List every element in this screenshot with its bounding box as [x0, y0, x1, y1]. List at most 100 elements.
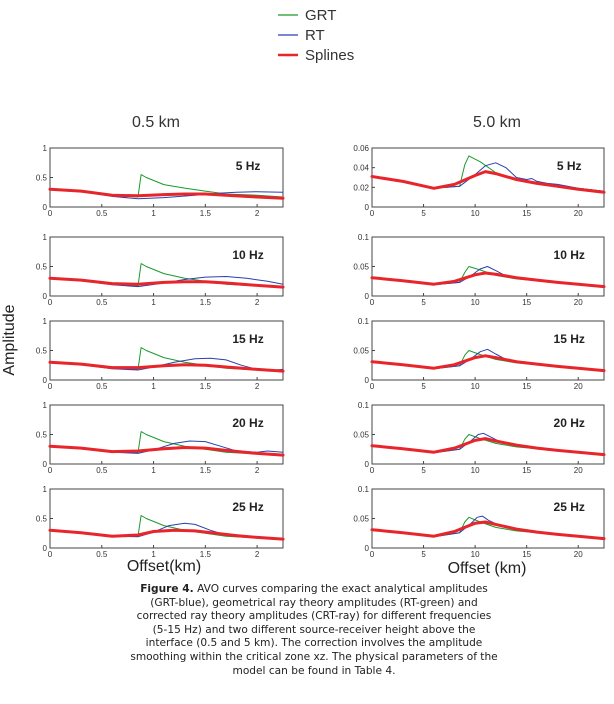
y-tick-label: 0: [43, 376, 48, 385]
panel-frame: [371, 147, 605, 208]
panel-title: 10 Hz: [554, 248, 585, 262]
x-tick-label: 15: [522, 298, 531, 307]
x-tick-label: 0.5: [96, 382, 108, 391]
panel-frame: [371, 488, 605, 549]
y-tick-label: 0.05: [353, 431, 369, 440]
x-tick-label: 20: [574, 382, 583, 391]
x-tick-label: 1.5: [200, 550, 212, 559]
x-tick-label: 1.5: [200, 209, 212, 218]
y-tick-label: 0.04: [353, 164, 369, 173]
legend-label-grt: GRT: [305, 7, 336, 24]
x-tick-label: 1.5: [200, 382, 212, 391]
y-tick-label: 0.05: [353, 347, 369, 356]
panel-title: 20 Hz: [232, 416, 263, 430]
figure-caption: Figure 4. AVO curves comparing the exact…: [128, 583, 500, 678]
y-tick-label: 0: [365, 292, 370, 301]
panel-title: 15 Hz: [232, 332, 263, 346]
x-tick-label: 0: [48, 382, 53, 391]
y-tick-label: 0.1: [358, 485, 370, 494]
series-line-splines: [370, 520, 606, 541]
x-tick-label: 2: [255, 550, 260, 559]
x-tick-label: 1.5: [200, 298, 212, 307]
y-tick-label: 0: [43, 292, 48, 301]
x-tick-label: 2: [255, 209, 260, 218]
series-line-splines: [48, 360, 285, 373]
x-tick-label: 0: [370, 298, 375, 307]
x-tick-label: 0: [370, 466, 375, 475]
series-line-splines: [370, 170, 606, 194]
x-tick-label: 1: [151, 466, 156, 475]
x-tick-label: 5: [421, 382, 426, 391]
x-tick-label: 1.5: [200, 466, 212, 475]
x-axis-label-left: Offset(km): [127, 558, 201, 575]
panel-1-0: 0 0.5 1 1.5 2 0 0.5 1 10 Hz: [36, 233, 285, 307]
y-tick-label: 0: [43, 544, 48, 553]
panel-4-1: 0 5 10 15 20 0 0.05 0.1 25 Hz: [353, 485, 606, 559]
y-tick-label: 0.1: [358, 401, 370, 410]
panels: 0 0.5 1 1.5 200.515 Hz0 5 10 15 2000.020.040.065…: [36, 144, 606, 559]
x-tick-label: 1: [151, 382, 156, 391]
x-tick-label: 0: [370, 550, 375, 559]
x-tick-label: 10: [471, 550, 480, 559]
y-tick-label: 0.5: [36, 347, 48, 356]
y-tick-label: 0: [365, 203, 370, 212]
x-tick-label: 10: [471, 466, 480, 475]
x-tick-label: 5: [421, 466, 426, 475]
panel-frame: [49, 320, 284, 381]
x-tick-label: 20: [574, 550, 583, 559]
x-tick-label: 0: [48, 466, 53, 475]
x-tick-label: 15: [522, 382, 531, 391]
y-tick-label: 0.1: [358, 233, 370, 242]
y-tick-label: 1: [43, 233, 48, 242]
x-tick-label: 10: [471, 298, 480, 307]
x-tick-label: 0: [48, 550, 53, 559]
y-tick-label: 0.05: [353, 515, 369, 524]
legend: GRT RT Splines: [278, 7, 354, 64]
panel-title: 5 Hz: [236, 159, 261, 173]
series-line-splines: [370, 354, 606, 373]
x-tick-label: 0.5: [96, 298, 108, 307]
column-title-right: 5.0 km: [473, 114, 521, 131]
series-line-splines: [370, 271, 606, 289]
panel-title: 20 Hz: [554, 416, 585, 430]
panel-3-1: 0 5 10 15 20 0 0.05 0.1 20 Hz: [353, 401, 606, 475]
y-tick-label: 0.1: [358, 317, 370, 326]
y-tick-label: 0.05: [353, 263, 369, 272]
panel-title: 10 Hz: [232, 248, 263, 262]
panel-frame: [49, 488, 284, 549]
panel-title: 15 Hz: [554, 332, 585, 346]
panel-1-1: 0 5 10 15 20 0 0.05 0.1 10 Hz: [353, 233, 606, 307]
x-tick-label: 1: [151, 209, 156, 218]
y-tick-label: 1: [43, 144, 48, 153]
x-tick-label: 15: [522, 550, 531, 559]
y-tick-label: 1: [43, 317, 48, 326]
panel-frame: [49, 147, 284, 208]
x-tick-label: 0: [48, 209, 53, 218]
x-tick-label: 5: [421, 550, 426, 559]
panel-2-1: 0 5 10 15 20 0 0.05 0.1 15 Hz: [353, 317, 606, 391]
y-tick-label: 0.06: [353, 144, 369, 153]
x-tick-label: 10: [471, 209, 480, 218]
series-line-splines: [48, 444, 285, 457]
y-tick-label: 1: [43, 401, 48, 410]
y-tick-label: 0: [365, 376, 370, 385]
panel-4-0: 0 0.5 1 1.5 2 0 0.5 1 25 Hz: [36, 485, 285, 559]
x-axis-label-right: Offset (km): [448, 560, 527, 577]
panel-0-1: 0 5 10 15 20 0 0.02 0.04 0.06 5 Hz: [353, 144, 606, 218]
panel-frame: [371, 320, 605, 381]
y-axis-label: Amplitude: [1, 304, 18, 375]
legend-label-splines: Splines: [305, 47, 354, 64]
x-tick-label: 2: [255, 298, 260, 307]
panel-3-0: 0 0.5 1 1.5 2 0 0.5 1 20 Hz: [36, 401, 285, 475]
y-tick-label: 0.5: [36, 431, 48, 440]
column-title-left: 0.5 km: [132, 114, 180, 131]
x-tick-label: 2: [255, 382, 260, 391]
series-line-splines: [48, 528, 285, 541]
x-tick-label: 0.5: [96, 550, 108, 559]
y-tick-label: 0: [43, 460, 48, 469]
x-tick-label: 20: [574, 209, 583, 218]
y-tick-label: 0.5: [36, 515, 48, 524]
panel-2-0: 0 0.5 1 1.5 2 0 0.5 1 15 Hz: [36, 317, 285, 391]
y-tick-label: 1: [43, 485, 48, 494]
x-tick-label: 5: [421, 209, 426, 218]
